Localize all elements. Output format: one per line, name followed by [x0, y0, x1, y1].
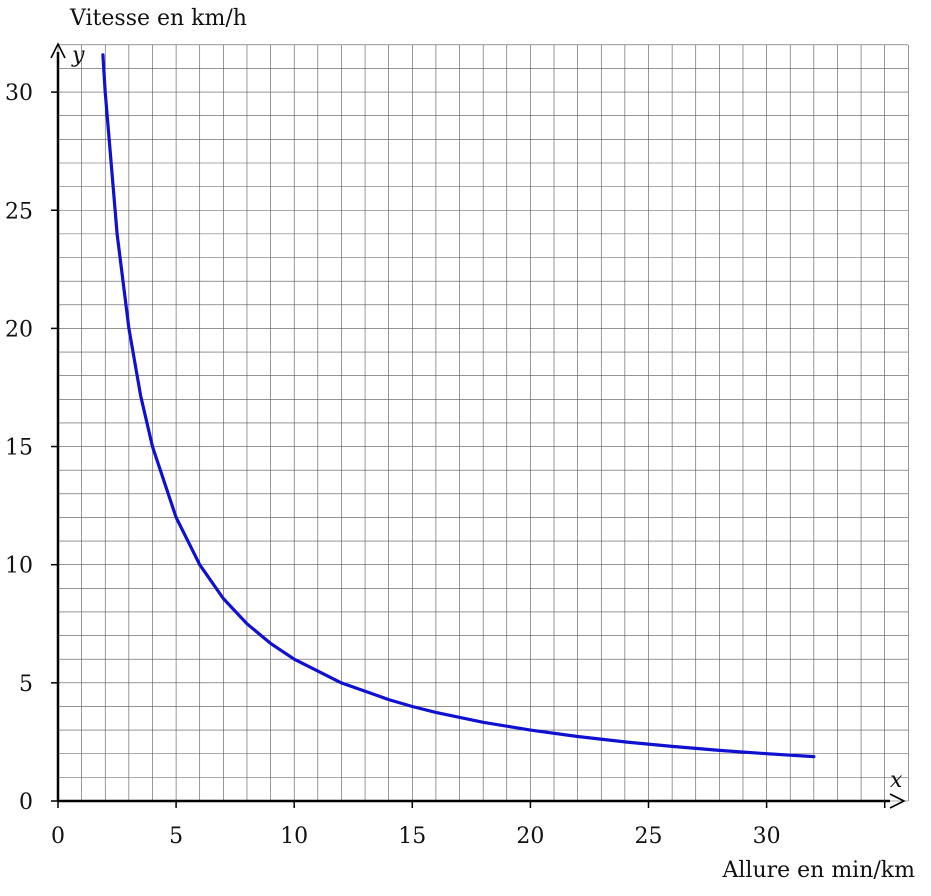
y-axis-symbol: y	[71, 43, 85, 68]
y-axis-title: Vitesse en km/h	[70, 6, 247, 31]
y-tick-label: 5	[19, 672, 33, 697]
y-tick-label: 15	[5, 436, 33, 461]
series-curve	[101, 53, 816, 759]
axes: xy	[50, 42, 906, 809]
x-tick-label: 0	[51, 824, 65, 849]
x-axis-arrow	[889, 793, 906, 809]
grid	[57, 44, 909, 802]
y-tick-label: 0	[19, 790, 33, 815]
x-tick-label: 30	[753, 824, 781, 849]
ticks: 0 5 10 15 20 25 30 0 5 10 15 20 25 30	[5, 81, 886, 849]
y-tick-label: 25	[5, 199, 33, 224]
x-tick-label: 20	[516, 824, 544, 849]
y-tick-label: 30	[5, 81, 33, 106]
x-tick-label: 10	[280, 824, 308, 849]
y-tick-label: 10	[5, 554, 33, 579]
x-axis-title: Allure en min/km	[722, 858, 915, 883]
x-tick-label: 5	[169, 824, 183, 849]
x-tick-label: 15	[398, 824, 426, 849]
x-tick-label: 25	[635, 824, 663, 849]
series-layer	[101, 53, 816, 759]
y-axis-arrow	[50, 42, 66, 59]
y-tick-label: 20	[5, 317, 33, 342]
x-axis-symbol: x	[890, 768, 903, 793]
